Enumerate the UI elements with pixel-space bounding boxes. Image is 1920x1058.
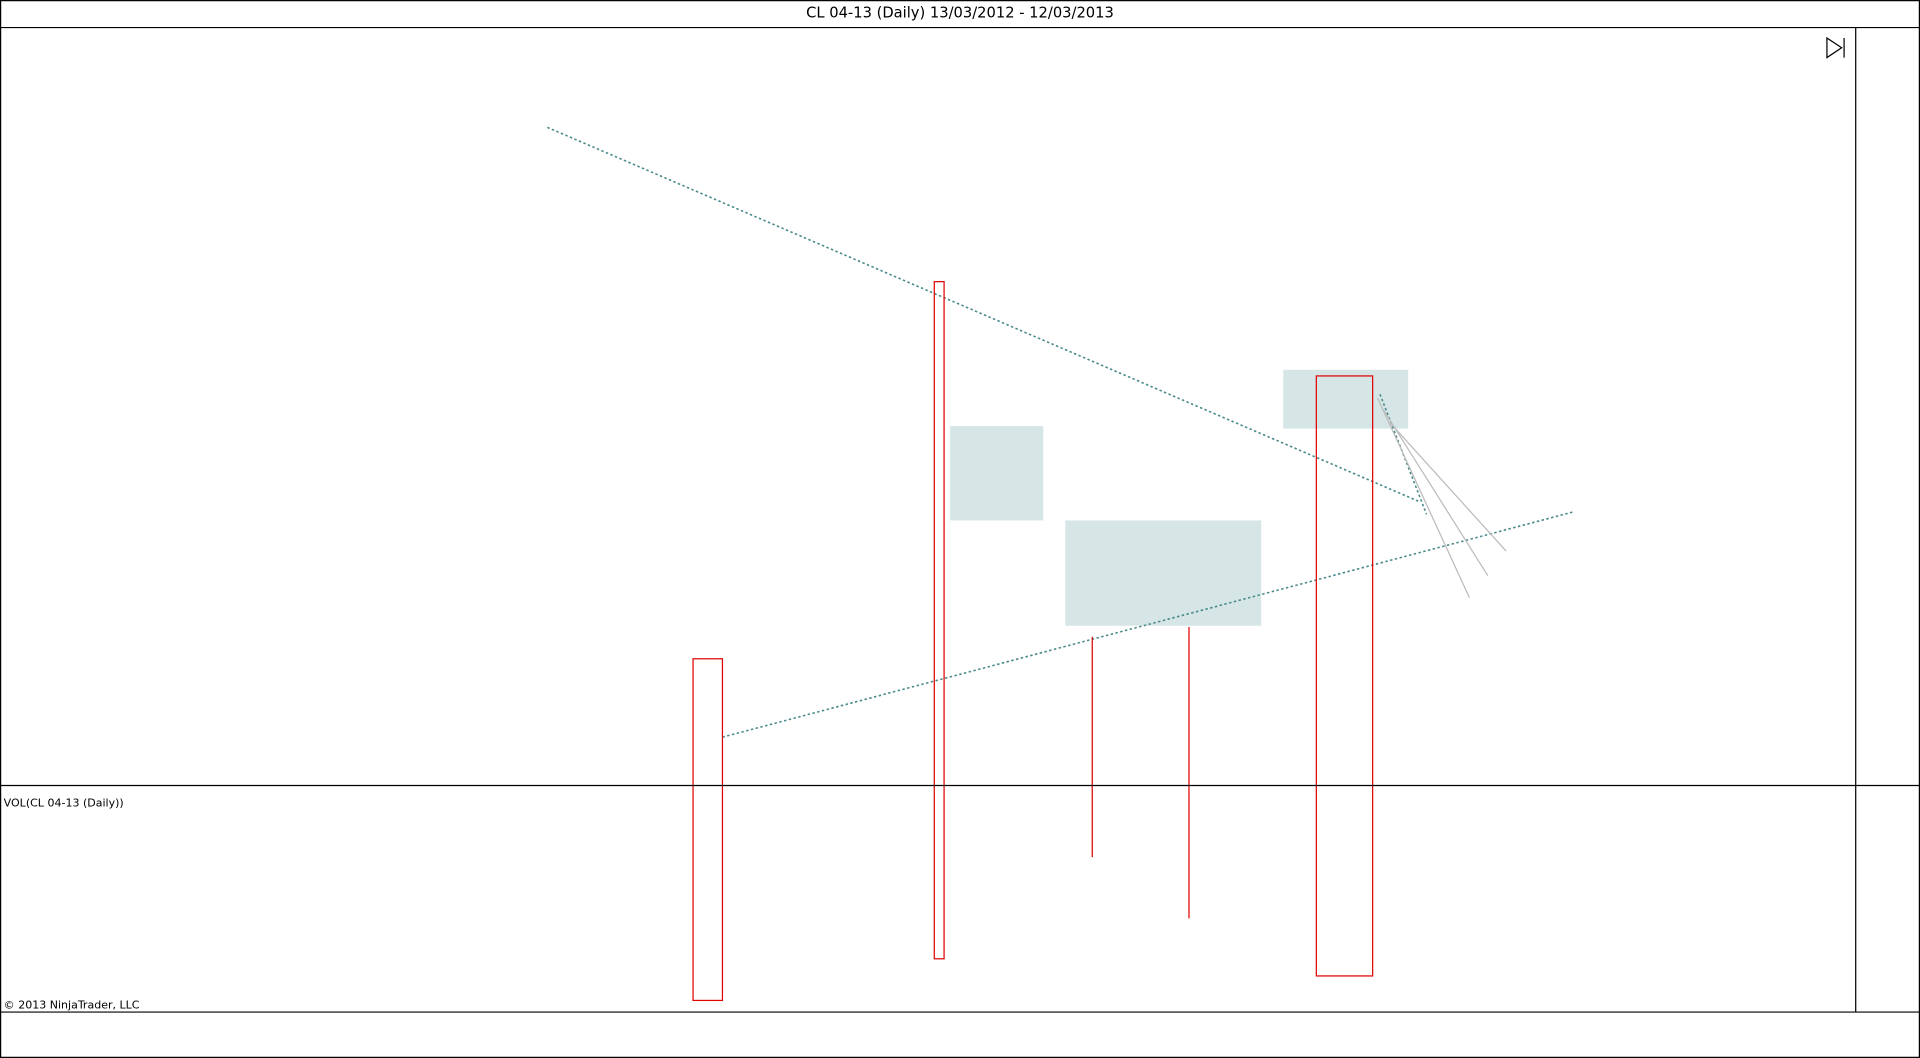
- trendline: [547, 126, 1421, 503]
- chart-title: CL 04-13 (Daily) 13/03/2012 - 12/03/2013: [806, 4, 1114, 21]
- highlights: [692, 281, 1374, 1002]
- icon[interactable]: [1826, 36, 1845, 59]
- channel-line: [1383, 409, 1489, 576]
- zones: [950, 369, 1409, 626]
- toolbar-icon[interactable]: [1826, 36, 1845, 59]
- channel-line: [1376, 397, 1470, 598]
- copyright: © 2013 NinjaTrader, LLC: [4, 998, 140, 1011]
- highlight-box: [692, 658, 724, 1002]
- zone: [1065, 520, 1262, 626]
- highlight-box: [933, 281, 945, 960]
- zone: [950, 426, 1044, 521]
- trendlines: [547, 126, 1574, 738]
- channel-line: [1389, 422, 1507, 552]
- highlight-box: [1315, 375, 1374, 977]
- volume-title: VOL(CL 04-13 (Daily)): [4, 796, 124, 809]
